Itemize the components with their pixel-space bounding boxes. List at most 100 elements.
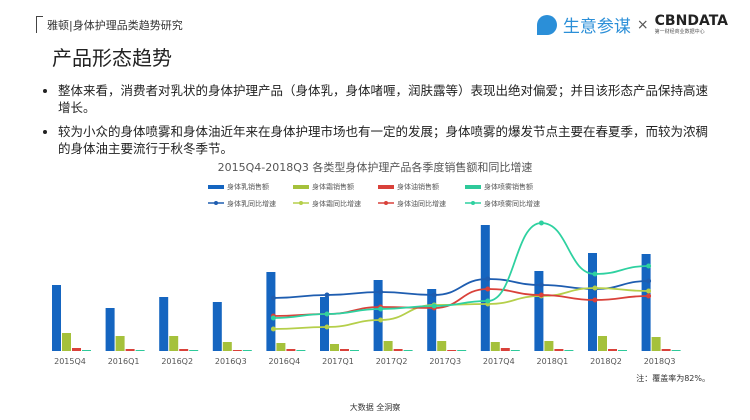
x-tick-label: 2017Q3	[429, 357, 461, 366]
bar-身体霜销售额	[62, 333, 71, 351]
logo-sep: ×	[636, 16, 649, 33]
legend-marker	[384, 201, 388, 205]
bar-身体乳销售额	[105, 308, 115, 351]
x-tick-label: 2016Q4	[269, 357, 301, 366]
bullet-item: 较为小众的身体喷雾和身体油近年来在身体护理市场也有一定的发展；身体喷雾的爆发节点…	[58, 123, 718, 157]
bullet-item: 整体来看，消费者对乳状的身体护理产品（身体乳，身体啫喱，润肤露等）表现出绝对偏爱…	[58, 82, 718, 116]
x-tick-label: 2016Q3	[215, 357, 247, 366]
legend-swatch	[378, 185, 394, 189]
bar-身体油销售额	[554, 349, 564, 351]
point-身体油同比增速	[592, 297, 598, 303]
bar-身体乳销售额	[373, 280, 383, 351]
page-title: 产品形态趋势	[52, 46, 172, 70]
x-tick-label: 2016Q2	[161, 357, 193, 366]
point-身体油同比增速	[538, 292, 544, 298]
legend-label: 身体喷雾同比增速	[484, 199, 540, 208]
logo: 生意参谋 × CBNDATA 第一财经商业数据中心	[536, 12, 728, 37]
legend-label: 身体霜同比增速	[312, 199, 361, 208]
x-tick-label: 2017Q1	[322, 357, 354, 366]
point-身体乳同比增速	[324, 292, 330, 298]
logo-left: 生意参谋	[562, 17, 631, 37]
legend-label: 身体喷雾销售额	[484, 182, 533, 191]
x-tick-label: 2018Q1	[537, 357, 569, 366]
report-header: 雅顿|身体护理品类趋势研究	[36, 16, 183, 33]
legend-label: 身体乳销售额	[227, 182, 269, 191]
x-tick-label: 2017Q2	[376, 357, 408, 366]
legend-label: 身体乳同比增速	[227, 199, 276, 208]
chart-title: 2015Q4-2018Q3 各类型身体护理产品各季度销售额和同比增速	[217, 161, 533, 174]
bar-身体霜销售额	[276, 343, 286, 351]
bar-身体乳销售额	[480, 225, 490, 351]
bar-身体霜销售额	[169, 336, 179, 351]
point-身体喷雾同比增速	[378, 306, 384, 312]
bar-身体喷雾销售额	[189, 350, 199, 351]
footer: 大数据 全洞察	[349, 403, 401, 412]
bar-身体喷雾销售额	[135, 350, 145, 351]
bar-身体霜销售额	[544, 341, 554, 351]
x-tick-label: 2016Q1	[108, 357, 140, 366]
bar-身体乳销售额	[588, 253, 597, 351]
bar-身体油销售额	[125, 349, 135, 351]
legend-swatch	[208, 185, 224, 189]
legend-label: 身体霜销售额	[312, 182, 354, 191]
legend-marker	[299, 201, 303, 205]
point-身体乳同比增速	[538, 282, 544, 288]
point-身体喷雾同比增速	[431, 303, 437, 309]
x-tick-label: 2017Q4	[483, 357, 515, 366]
point-身体油同比增速	[485, 286, 491, 292]
legend-marker	[214, 201, 218, 205]
legend-marker	[471, 201, 475, 205]
point-身体霜同比增速	[592, 285, 598, 291]
point-身体喷雾同比增速	[270, 315, 276, 321]
legend-swatch	[465, 185, 481, 189]
bar-身体喷雾销售额	[564, 350, 574, 351]
bar-身体霜销售额	[651, 337, 661, 351]
bar-身体乳销售额	[534, 271, 544, 351]
point-身体乳同比增速	[485, 276, 491, 282]
report-name: 雅顿|身体护理品类趋势研究	[47, 18, 183, 32]
legend-label: 身体油同比增速	[397, 199, 446, 208]
bar-身体喷雾销售额	[350, 350, 359, 351]
point-身体油同比增速	[646, 293, 652, 299]
bar-身体乳销售额	[641, 254, 651, 351]
bar-身体乳销售额	[212, 302, 222, 351]
bar-身体霜销售额	[330, 344, 339, 351]
bar-身体喷雾销售额	[618, 350, 627, 351]
bar-身体油销售额	[500, 348, 510, 351]
bar-身体喷雾销售额	[296, 350, 306, 351]
line-身体喷雾同比增速	[273, 222, 649, 319]
bar-身体喷雾销售额	[403, 350, 413, 351]
pin-icon	[536, 14, 557, 35]
point-身体乳同比增速	[270, 295, 276, 301]
point-身体霜同比增速	[324, 324, 330, 330]
note: 注：覆盖率为82%。	[636, 374, 710, 383]
bar-身体油销售额	[661, 349, 671, 351]
point-身体喷雾同比增速	[592, 271, 598, 277]
bar-身体喷雾销售额	[242, 350, 252, 351]
bar-身体油销售额	[179, 349, 189, 351]
point-身体乳同比增速	[646, 278, 652, 284]
bar-身体油销售额	[232, 350, 242, 351]
bar-身体油销售额	[608, 349, 617, 351]
bar-身体乳销售额	[52, 285, 61, 351]
bar-身体霜销售额	[383, 341, 393, 351]
bar-身体油销售额	[447, 350, 457, 351]
point-身体喷雾同比增速	[485, 298, 491, 304]
logo-right: CBNDATA	[654, 13, 728, 29]
bar-身体霜销售额	[222, 342, 232, 351]
bar-身体喷雾销售额	[671, 350, 681, 351]
legend-label: 身体油销售额	[397, 182, 439, 191]
bar-身体霜销售额	[490, 342, 500, 351]
x-tick-label: 2018Q3	[644, 357, 676, 366]
bar-身体乳销售额	[320, 297, 329, 351]
bar-身体油销售额	[72, 348, 81, 351]
bar-身体喷雾销售额	[82, 350, 91, 351]
point-身体霜同比增速	[378, 317, 384, 323]
point-身体喷雾同比增速	[646, 263, 652, 269]
point-身体喷雾同比增速	[538, 220, 544, 226]
logo-right-sub: 第一财经商业数据中心	[654, 29, 705, 35]
bracket-icon	[36, 16, 43, 33]
bar-身体乳销售额	[159, 297, 169, 351]
bar-身体霜销售额	[437, 341, 447, 351]
